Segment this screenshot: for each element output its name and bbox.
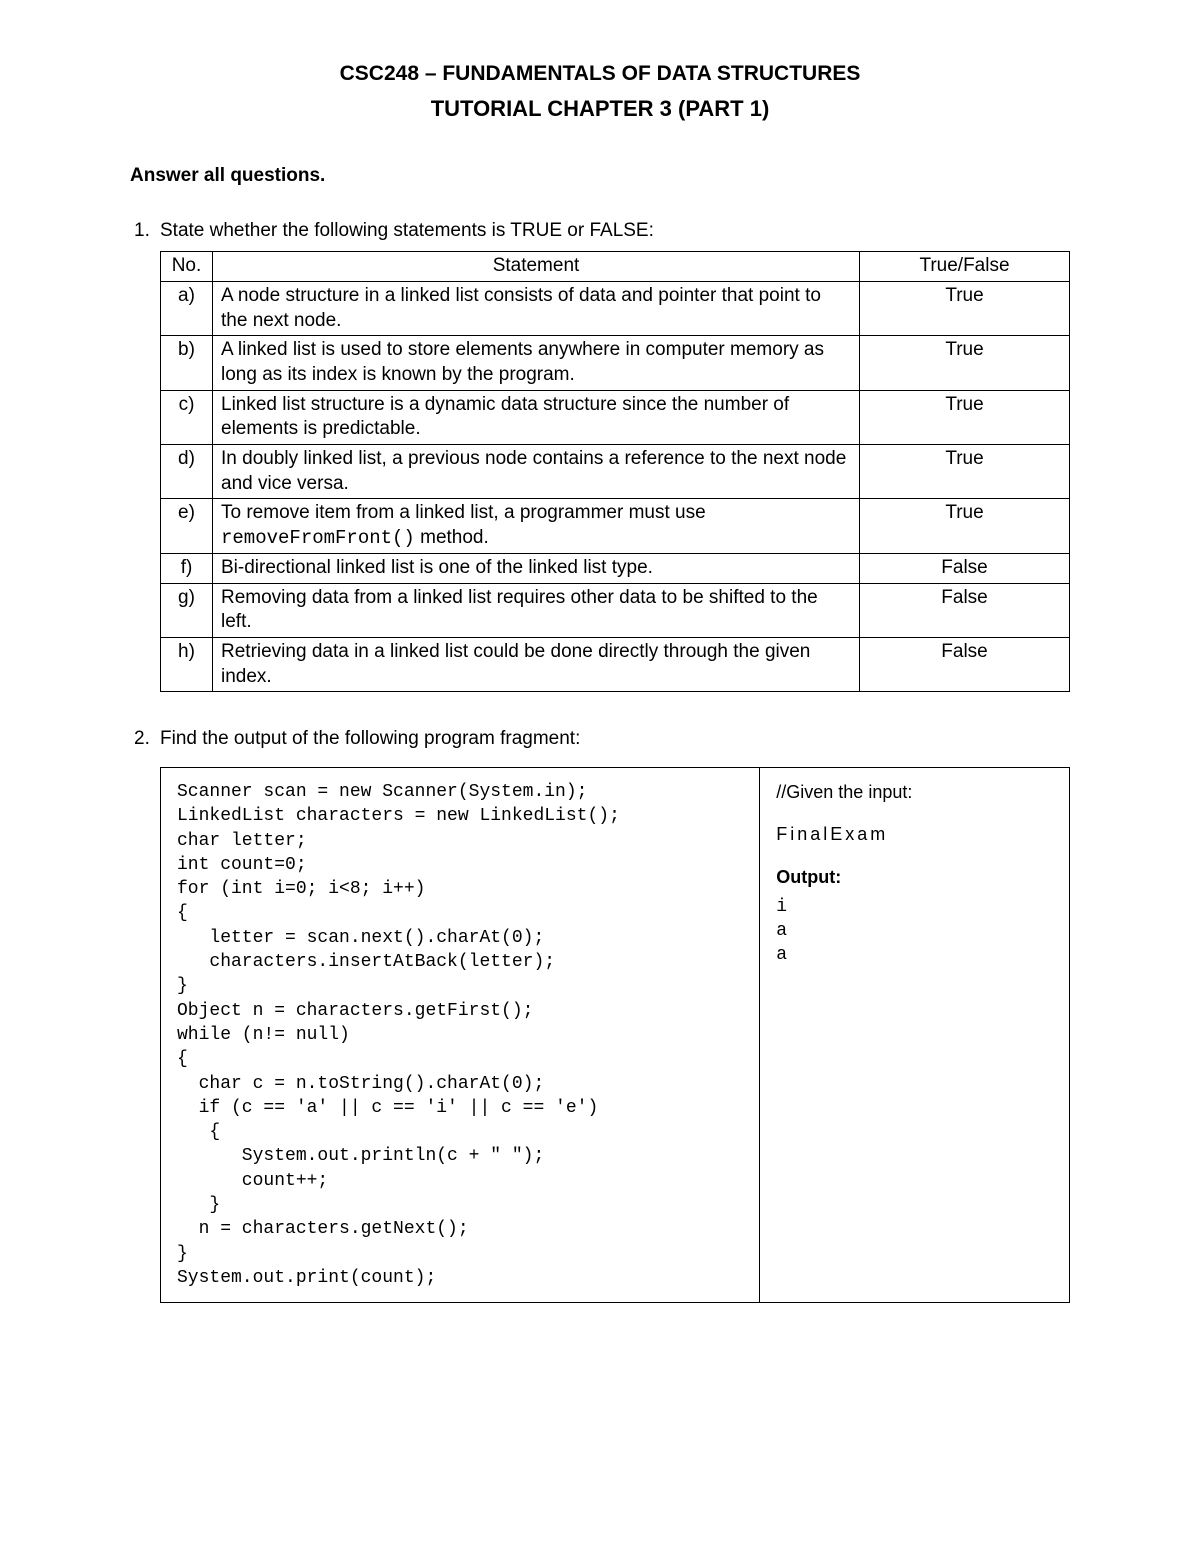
code-output-panel: //Given the input: FinalExam Output: i a… [760,768,1069,1302]
instruction-text: Answer all questions. [130,164,1070,189]
q2-prompt: Find the output of the following program… [160,727,1070,752]
row-truefalse: False [860,637,1070,691]
row-statement: Linked list structure is a dynamic data … [213,390,860,444]
row-no: b) [161,336,213,390]
code-box: Scanner scan = new Scanner(System.in); L… [160,767,1070,1303]
table-row: b)A linked list is used to store element… [161,336,1070,390]
table-header-row: No. Statement True/False [161,252,1070,282]
table-row: e)To remove item from a linked list, a p… [161,499,1070,553]
output-label: Output: [776,865,1053,889]
output-lines: i a a [776,895,1053,968]
q1-number: 1. [130,219,160,244]
table-row: g)Removing data from a linked list requi… [161,583,1070,637]
row-truefalse: True [860,445,1070,499]
row-statement: Removing data from a linked list require… [213,583,860,637]
header-truefalse: True/False [860,252,1070,282]
row-truefalse: True [860,390,1070,444]
row-statement: In doubly linked list, a previous node c… [213,445,860,499]
row-truefalse: True [860,336,1070,390]
question-2: 2. Find the output of the following prog… [130,727,1070,1303]
table-row: h)Retrieving data in a linked list could… [161,637,1070,691]
question-1: 1. State whether the following statement… [130,219,1070,693]
row-truefalse: False [860,553,1070,583]
table-row: d)In doubly linked list, a previous node… [161,445,1070,499]
inline-code: removeFromFront() [221,527,415,549]
q1-prompt: State whether the following statements i… [160,219,1070,244]
row-no: h) [161,637,213,691]
row-statement: Bi-directional linked list is one of the… [213,553,860,583]
given-input-label: //Given the input: [776,780,1053,804]
table-row: f)Bi-directional linked list is one of t… [161,553,1070,583]
row-statement: A linked list is used to store elements … [213,336,860,390]
tutorial-title: TUTORIAL CHAPTER 3 (PART 1) [130,95,1070,124]
row-statement: A node structure in a linked list consis… [213,281,860,335]
q2-number: 2. [130,727,160,752]
header-statement: Statement [213,252,860,282]
row-truefalse: True [860,281,1070,335]
row-statement: Retrieving data in a linked list could b… [213,637,860,691]
row-no: a) [161,281,213,335]
row-no: f) [161,553,213,583]
row-truefalse: True [860,499,1070,553]
row-statement: To remove item from a linked list, a pro… [213,499,860,553]
row-no: c) [161,390,213,444]
row-truefalse: False [860,583,1070,637]
row-no: g) [161,583,213,637]
course-title: CSC248 – FUNDAMENTALS OF DATA STRUCTURES [130,60,1070,87]
given-input-value: FinalExam [776,822,1053,846]
table-row: c)Linked list structure is a dynamic dat… [161,390,1070,444]
row-no: d) [161,445,213,499]
code-fragment: Scanner scan = new Scanner(System.in); L… [161,768,760,1302]
table-row: a)A node structure in a linked list cons… [161,281,1070,335]
true-false-table: No. Statement True/False a)A node struct… [160,251,1070,692]
row-no: e) [161,499,213,553]
header-no: No. [161,252,213,282]
